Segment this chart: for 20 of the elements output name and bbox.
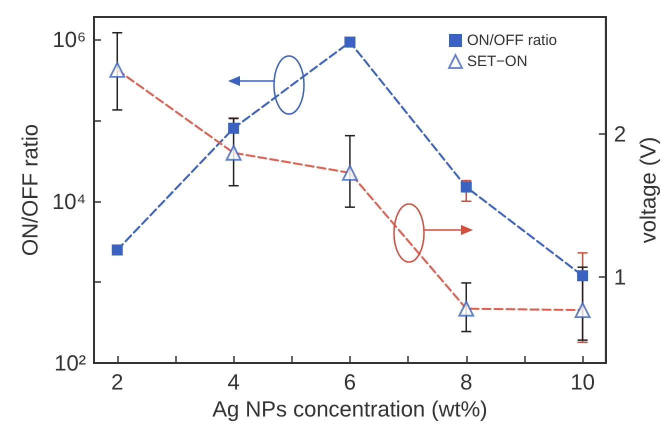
- y-axis-title: ON/OFF ratio: [18, 124, 43, 256]
- y-tick-label: 10²: [54, 350, 86, 376]
- legend-label: SET−ON: [466, 53, 528, 70]
- x-tick-label: 10: [570, 370, 595, 394]
- point: [344, 36, 356, 48]
- y2-tick-label: 2: [614, 122, 626, 147]
- y-tick-label: 10⁴: [52, 188, 86, 214]
- x-axis-title: Ag NPs concentration (wt%): [212, 396, 488, 422]
- x-tick-label: 6: [344, 370, 356, 394]
- point: [112, 244, 123, 256]
- y-tick-label: 10⁶: [52, 27, 86, 52]
- point: [460, 182, 472, 193]
- x-tick-label: 8: [460, 370, 472, 394]
- legend-label: ON/OFF ratio: [466, 32, 558, 49]
- point: [228, 122, 240, 134]
- x-tick-label: 4: [227, 370, 240, 394]
- y2-tick-label: 1: [614, 264, 626, 290]
- y2-axis-title: voltage (V): [636, 136, 660, 244]
- point: [577, 270, 588, 282]
- x-tick-label: 2: [111, 370, 124, 394]
